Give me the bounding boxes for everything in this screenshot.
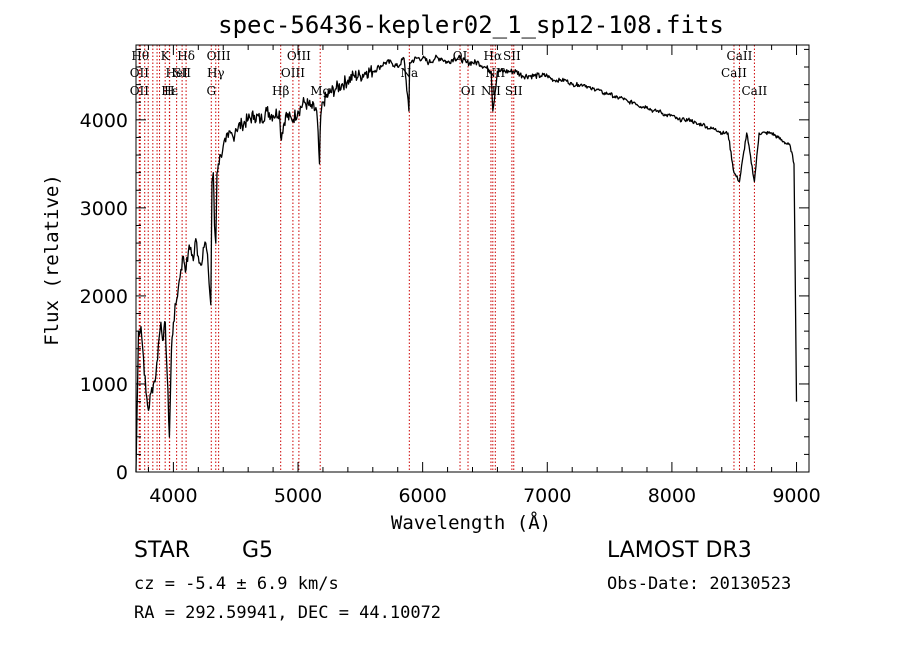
x-axis-ticks: 4000 5000 6000 7000 8000 9000 (147, 45, 821, 507)
line-marker-label: OII (130, 84, 150, 98)
x-tick-label: 7000 (523, 485, 571, 507)
line-marker-label: SII (173, 66, 191, 80)
y-tick-label: 3000 (80, 198, 128, 220)
line-marker-label: NII (485, 66, 505, 80)
obs-date: Obs-Date: 20130523 (607, 574, 792, 594)
x-tick-label: 4000 (149, 485, 197, 507)
line-marker-label: OIII (207, 49, 231, 63)
x-tick-label: 9000 (772, 485, 820, 507)
plot-frame (135, 44, 810, 473)
redshift-text: cz = -5.4 ± 6.9 km/s (134, 574, 339, 594)
line-marker-labels: HθOIIOIIKHHεHeISIIHδGHγOIIIHβOIIIOIIIMgN… (130, 49, 768, 98)
line-marker-label: HeI (165, 66, 188, 80)
line-marker-label: Hθ (131, 49, 149, 63)
y-tick-label: 2000 (80, 286, 128, 308)
y-axis-label: Flux (relative) (41, 174, 63, 346)
line-marker-label: Hβ (272, 84, 289, 98)
line-marker-label: CaII (721, 66, 747, 80)
survey-name: LAMOST DR3 (607, 538, 752, 563)
spectral-subclass: G5 (242, 538, 274, 563)
line-marker-label: OIII (281, 66, 305, 80)
line-marker-label: H (164, 84, 174, 98)
y-tick-label: 1000 (80, 374, 128, 396)
x-axis-label: Wavelength (Å) (391, 511, 551, 534)
line-marker-label: G (206, 84, 216, 98)
x-tick-label: 8000 (648, 485, 696, 507)
y-tick-label: 0 (116, 462, 128, 484)
spectrum-line (135, 54, 798, 473)
line-marker-label: CaII (741, 84, 767, 98)
line-marker-label: K (161, 49, 171, 63)
line-marker-label: CaII (727, 49, 753, 63)
line-marker-label: Hδ (177, 49, 195, 63)
y-axis-ticks: 0 1000 2000 3000 4000 (80, 48, 809, 484)
line-marker-label: Hα (484, 49, 503, 63)
x-tick-label: 5000 (274, 485, 322, 507)
line-marker-label: Hγ (207, 66, 225, 80)
object-class: STAR (134, 538, 191, 563)
coordinates-text: RA = 292.59941, DEC = 44.10072 (134, 603, 442, 623)
line-marker-label: OI (461, 84, 476, 98)
line-marker-label: SII (503, 49, 521, 63)
line-marker-label: SII (505, 84, 523, 98)
y-tick-label: 4000 (80, 110, 128, 132)
line-marker-label: OII (130, 66, 150, 80)
line-markers (138, 45, 755, 472)
chart-title: spec-56436-kepler02_1_sp12-108.fits (218, 11, 724, 39)
line-marker-label: Hε (161, 84, 178, 98)
line-marker-label: NII (481, 84, 501, 98)
x-tick-label: 6000 (398, 485, 446, 507)
line-marker-label: OIII (287, 49, 311, 63)
